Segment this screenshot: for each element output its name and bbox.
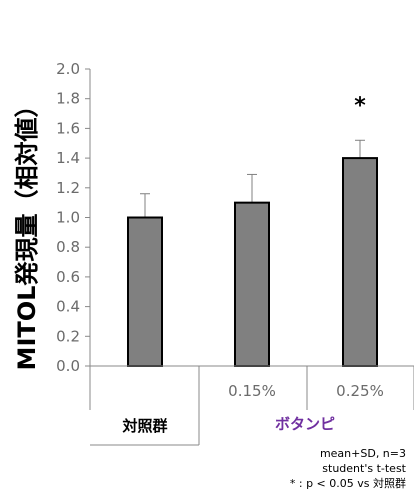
group-label-treatment: ボタンピ	[275, 415, 335, 433]
group-label-control: 対照群	[121, 417, 167, 435]
y-tick-label: 0.0	[56, 357, 80, 375]
y-tick-label: 2.0	[56, 60, 80, 78]
y-tick-label: 1.4	[56, 149, 80, 167]
y-tick-label: 1.2	[56, 179, 80, 197]
x-tick-label: 0.15%	[228, 382, 276, 400]
x-tick-label: 0.25%	[336, 382, 384, 400]
stats-note-3: * : p < 0.05 vs 対照群	[289, 477, 406, 490]
y-tick-label: 1.6	[56, 119, 80, 137]
y-tick-label: 0.2	[56, 327, 80, 345]
significance-marker: *	[354, 93, 366, 118]
x-axis: 0.15% 0.25%	[89, 365, 414, 446]
y-tick-label: 0.6	[56, 268, 80, 286]
y-tick-label: 1.8	[56, 90, 80, 108]
bar	[342, 157, 378, 367]
bar	[234, 201, 270, 367]
y-axis-label: MITOL発現量（相対値）	[13, 94, 41, 371]
bar	[127, 216, 163, 367]
stats-note-1: mean+SD, n=3	[319, 447, 406, 460]
stats-note-2: student's t-test	[322, 462, 406, 475]
bars: *	[127, 93, 378, 367]
y-tick-label: 0.8	[56, 238, 80, 256]
y-tick-label: 0.4	[56, 298, 80, 316]
y-tick-label: 1.0	[56, 209, 80, 227]
y-axis: 0.0 0.2 0.4 0.6 0.8 1.0 1.2 1.4 1.6 1.8 2.0	[56, 60, 91, 375]
